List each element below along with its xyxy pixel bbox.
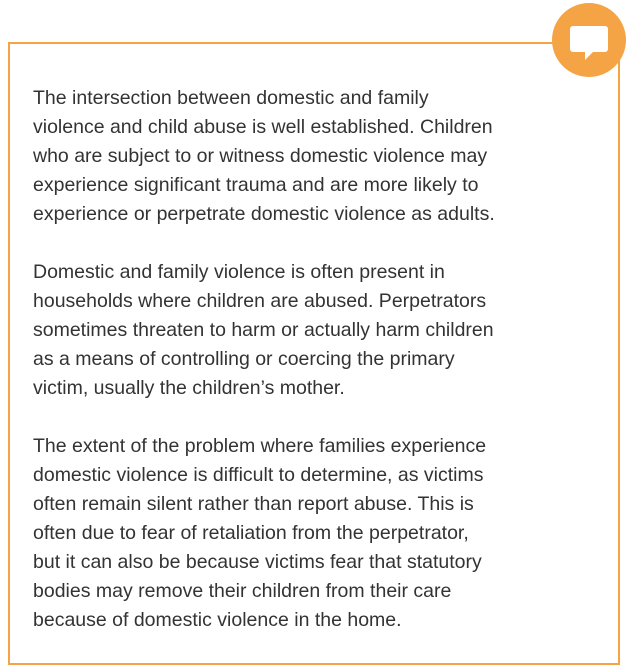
text-line: experience or perpetrate domestic violen… [33, 203, 495, 225]
text-line: households where children are abused. Pe… [33, 290, 487, 312]
text-line: sometimes threaten to harm or actually h… [33, 319, 494, 341]
text-line: violence and child abuse is well establi… [33, 116, 493, 138]
text-line: Domestic and family violence is often pr… [33, 261, 445, 283]
callout-box [8, 42, 620, 665]
paragraph: The intersection between domestic and fa… [33, 84, 613, 229]
text-line: often remain silent rather than report a… [33, 493, 474, 515]
text-line: bodies may remove their children from th… [33, 580, 452, 602]
text-line: victim, usually the children’s mother. [33, 377, 345, 399]
speech-bubble [570, 26, 608, 60]
paragraph: Domestic and family violence is often pr… [33, 258, 613, 403]
text-line: The intersection between domestic and fa… [33, 87, 429, 109]
text-line: experience significant trauma and are mo… [33, 174, 479, 196]
text-line: often due to fear of retaliation from th… [33, 522, 469, 544]
text-line: as a means of controlling or coercing th… [33, 348, 455, 370]
paragraph: The extent of the problem where families… [33, 432, 613, 635]
text-line: but it can also be because victims fear … [33, 551, 482, 573]
text-line: because of domestic violence in the home… [33, 609, 402, 631]
text-line: The extent of the problem where families… [33, 435, 487, 457]
callout-text: The intersection between domestic and fa… [33, 84, 613, 664]
comment-icon [552, 3, 626, 77]
text-line: domestic violence is difficult to determ… [33, 464, 484, 486]
text-line: who are subject to or witness domestic v… [33, 145, 488, 167]
